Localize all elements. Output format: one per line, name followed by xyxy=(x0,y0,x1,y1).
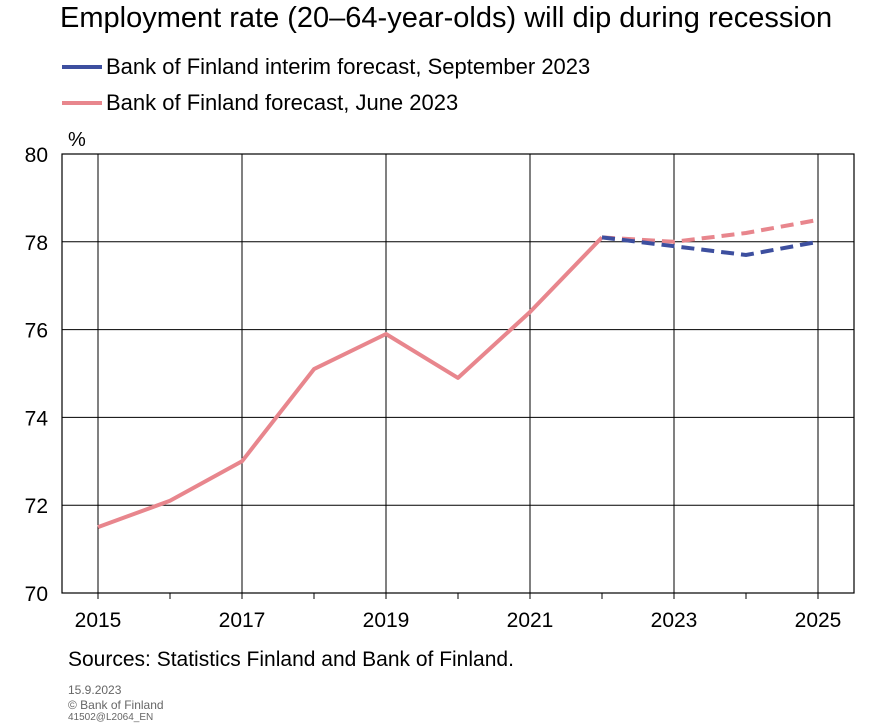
y-unit-label: % xyxy=(68,129,86,151)
sources-note: Sources: Statistics Finland and Bank of … xyxy=(68,648,514,672)
x-tick-label-2023: 2023 xyxy=(651,609,698,632)
y-tick-label-74: 74 xyxy=(25,407,49,430)
y-tick-label-72: 72 xyxy=(25,495,48,518)
x-tick-label-2017: 2017 xyxy=(219,609,266,632)
x-tick-label-2025: 2025 xyxy=(795,609,842,632)
series-line-1-history xyxy=(98,237,602,527)
y-tick-label-70: 70 xyxy=(25,583,48,606)
y-tick-label-76: 76 xyxy=(25,320,48,343)
y-tick-label-80: 80 xyxy=(25,144,48,167)
chart-code: 41502@L2064_EN xyxy=(68,712,153,723)
series-line-1-forecast xyxy=(602,220,818,242)
x-axis-ticks: 2015 2017 2019 2021 2023 2025 xyxy=(75,609,842,632)
line-chart: % 70 72 74 76 78 80 2015 2017 2019 2021 2023 2025 xyxy=(0,0,887,645)
copyright-notice: © Bank of Finland xyxy=(68,698,164,712)
y-tick-label-78: 78 xyxy=(25,232,48,255)
publish-date: 15.9.2023 xyxy=(68,683,121,697)
x-tick-label-2019: 2019 xyxy=(363,609,410,632)
y-axis-ticks: 70 72 74 76 78 80 xyxy=(25,144,49,606)
x-tick-label-2015: 2015 xyxy=(75,609,122,632)
series-line-0-forecast xyxy=(602,237,818,255)
x-tick-label-2021: 2021 xyxy=(507,609,554,632)
series-lines xyxy=(98,220,818,528)
plot-frame xyxy=(62,154,854,593)
